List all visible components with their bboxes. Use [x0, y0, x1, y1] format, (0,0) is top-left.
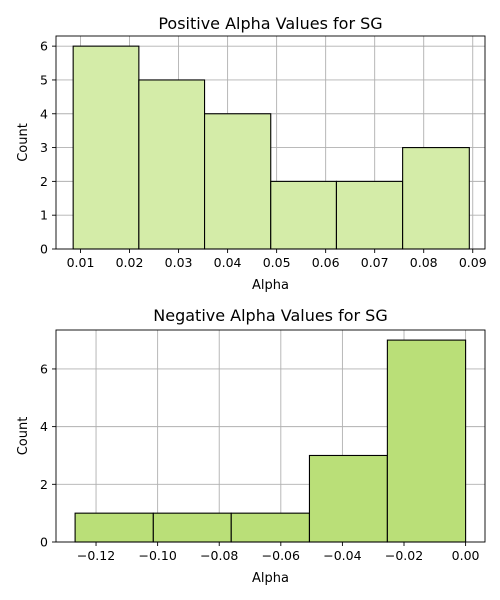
- y-tick-label: 0: [40, 535, 48, 550]
- chart-title: Negative Alpha Values for SG: [153, 306, 387, 325]
- y-tick-label: 2: [40, 174, 48, 189]
- y-tick-label: 1: [40, 208, 48, 223]
- y-axis-label: Count: [16, 417, 31, 456]
- histogram-bar: [138, 79, 206, 250]
- x-tick-label: −0.06: [262, 548, 300, 563]
- x-tick-label: 0.05: [263, 255, 291, 270]
- y-tick-label: 2: [40, 477, 48, 492]
- y-tick-label: 4: [40, 419, 48, 434]
- histogram-bar: [335, 180, 404, 250]
- histogram-bar: [204, 113, 272, 250]
- plot-frame: [55, 35, 486, 250]
- histogram-bar: [386, 339, 467, 543]
- histogram-bar: [230, 512, 311, 543]
- y-tick-label: 3: [40, 140, 48, 155]
- histogram-bar: [402, 147, 470, 250]
- y-tick-label: 5: [40, 72, 48, 87]
- y-axis-label: Count: [16, 123, 31, 162]
- histogram-bar: [308, 454, 388, 543]
- histogram-bar: [270, 180, 337, 250]
- x-tick-label: −0.12: [77, 548, 115, 563]
- x-tick-label: 0.02: [116, 255, 144, 270]
- y-tick-label: 6: [40, 361, 48, 376]
- x-tick-label: 0.03: [165, 255, 193, 270]
- positive-alpha-histogram: 0.01 0.02 0.03 0.04 0.05 0.06 0.07 0.08 0.09 0 1 2 3…: [16, 14, 487, 293]
- histogram-bar: [152, 512, 232, 543]
- x-tick-label: 0.00: [452, 548, 480, 563]
- x-tick-label: −0.10: [138, 548, 176, 563]
- x-tick-label: −0.08: [200, 548, 238, 563]
- x-tick-label: −0.02: [385, 548, 423, 563]
- histogram-bar: [72, 45, 140, 250]
- y-tick-label: 0: [40, 242, 48, 257]
- x-tick-label: 0.04: [214, 255, 242, 270]
- x-tick-label: −0.04: [323, 548, 361, 563]
- chart-title: Positive Alpha Values for SG: [158, 14, 382, 33]
- y-tick-label: 4: [40, 106, 48, 121]
- x-tick-label: 0.08: [410, 255, 438, 270]
- plot-frame: [55, 329, 486, 543]
- x-tick-label: 0.01: [67, 255, 95, 270]
- x-axis-label: Alpha: [252, 571, 289, 586]
- y-tick-label: 6: [40, 39, 48, 54]
- x-axis-label: Alpha: [252, 278, 289, 293]
- x-tick-label: 0.07: [361, 255, 389, 270]
- histogram-bar: [74, 512, 154, 543]
- negative-alpha-histogram: −0.12 −0.10 −0.08 −0.06 −0.04 −0.02 0.00 0 2 4 6 N…: [16, 306, 486, 586]
- x-tick-label: 0.06: [312, 255, 340, 270]
- x-tick-label: 0.09: [459, 255, 487, 270]
